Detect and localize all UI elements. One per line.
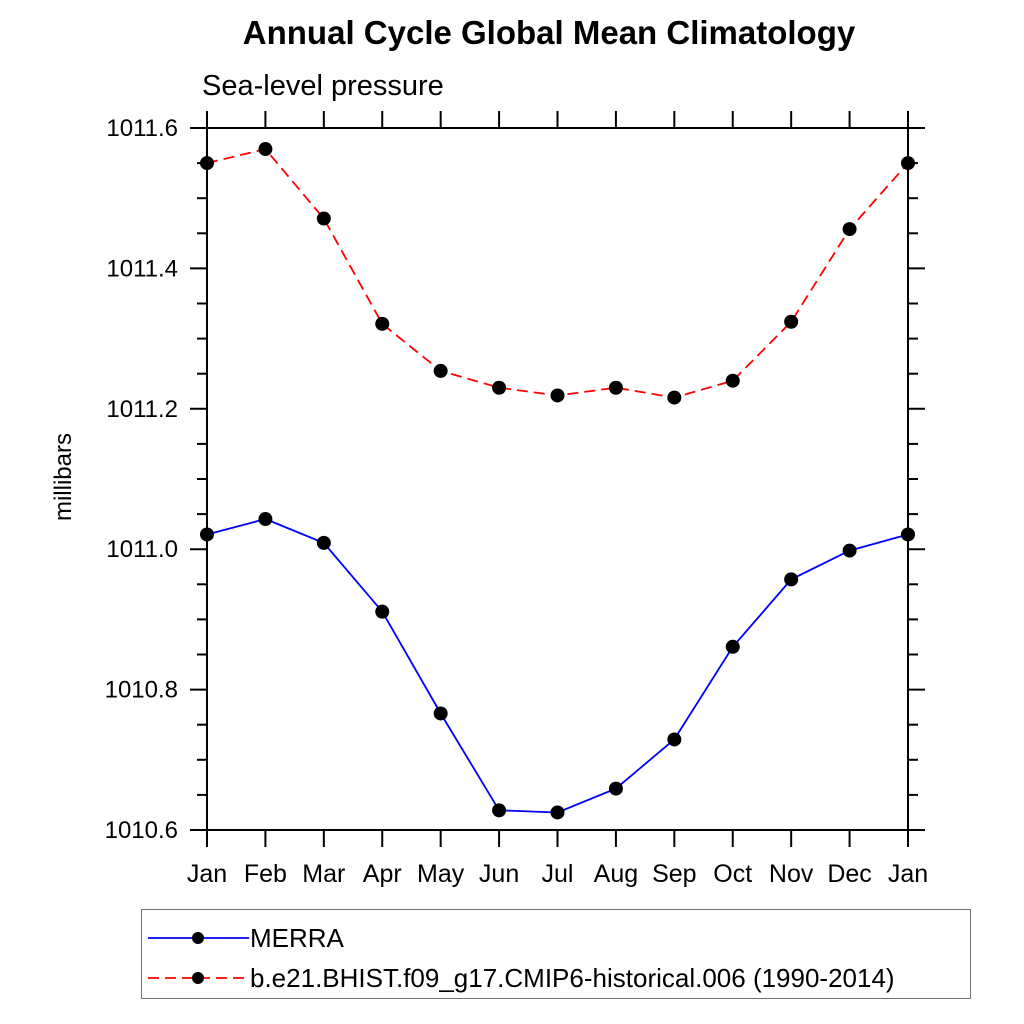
data-point	[375, 604, 390, 619]
data-point	[784, 314, 799, 329]
y-tick-label: 1011.6	[106, 115, 178, 142]
y-tick-label: 1011.2	[106, 396, 178, 423]
data-point	[258, 512, 273, 527]
y-tick-label: 1010.6	[105, 817, 178, 844]
data-point	[492, 380, 507, 395]
y-tick-label: 1011.4	[106, 255, 178, 282]
legend-item-merra: MERRA	[148, 922, 344, 953]
data-point	[842, 222, 857, 237]
y-tick-label: 1010.8	[105, 677, 178, 704]
x-tick-label: Jul	[542, 860, 574, 888]
x-tick-label: May	[417, 860, 465, 888]
x-tick-label: Jan	[187, 860, 227, 888]
chart-title: Annual Cycle Global Mean Climatology	[242, 14, 856, 51]
data-point	[725, 639, 740, 654]
series-line-merra	[206, 518, 909, 814]
legend-line-sample-solid	[148, 932, 249, 944]
data-point	[901, 156, 915, 171]
data-point	[433, 706, 448, 721]
data-point	[492, 803, 507, 818]
data-point	[316, 535, 331, 550]
legend-label-merra: MERRA	[250, 922, 344, 953]
data-point	[842, 543, 857, 558]
data-point	[667, 390, 682, 405]
x-tick-label: Jun	[479, 860, 519, 888]
x-tick-label: Apr	[363, 860, 402, 888]
chart-subtitle: Sea-level pressure	[202, 70, 444, 102]
data-point	[316, 211, 331, 226]
data-point	[608, 380, 623, 395]
x-tick-label: Feb	[244, 860, 287, 888]
data-point	[433, 363, 448, 378]
data-point	[200, 156, 214, 171]
data-point	[550, 805, 565, 820]
data-point	[550, 388, 565, 403]
data-point	[200, 527, 214, 542]
x-tick-label: Mar	[302, 860, 345, 888]
x-tick-label: Dec	[827, 860, 871, 888]
legend-label-model: b.e21.BHIST.f09_g17.CMIP6-historical.006…	[250, 962, 895, 993]
data-point	[608, 781, 623, 796]
data-point	[258, 142, 273, 157]
x-tick-label: Jan	[888, 860, 928, 888]
legend: MERRA b.e21.BHIST.f09_g17.CMIP6-historic…	[141, 909, 971, 999]
data-point	[725, 373, 740, 388]
series-line-model	[206, 148, 909, 399]
data-point	[375, 316, 390, 331]
y-tick-label: 1011.0	[106, 536, 178, 563]
x-tick-label: Nov	[769, 860, 814, 888]
legend-item-model: b.e21.BHIST.f09_g17.CMIP6-historical.006…	[148, 962, 895, 993]
axis-box	[206, 127, 909, 831]
x-tick-label: Oct	[713, 860, 752, 888]
x-tick-label: Aug	[594, 860, 638, 888]
legend-line-sample-dashed	[148, 972, 249, 984]
data-point	[667, 732, 682, 747]
data-point	[784, 572, 799, 587]
x-tick-label: Sep	[652, 860, 696, 888]
data-point	[901, 527, 915, 542]
